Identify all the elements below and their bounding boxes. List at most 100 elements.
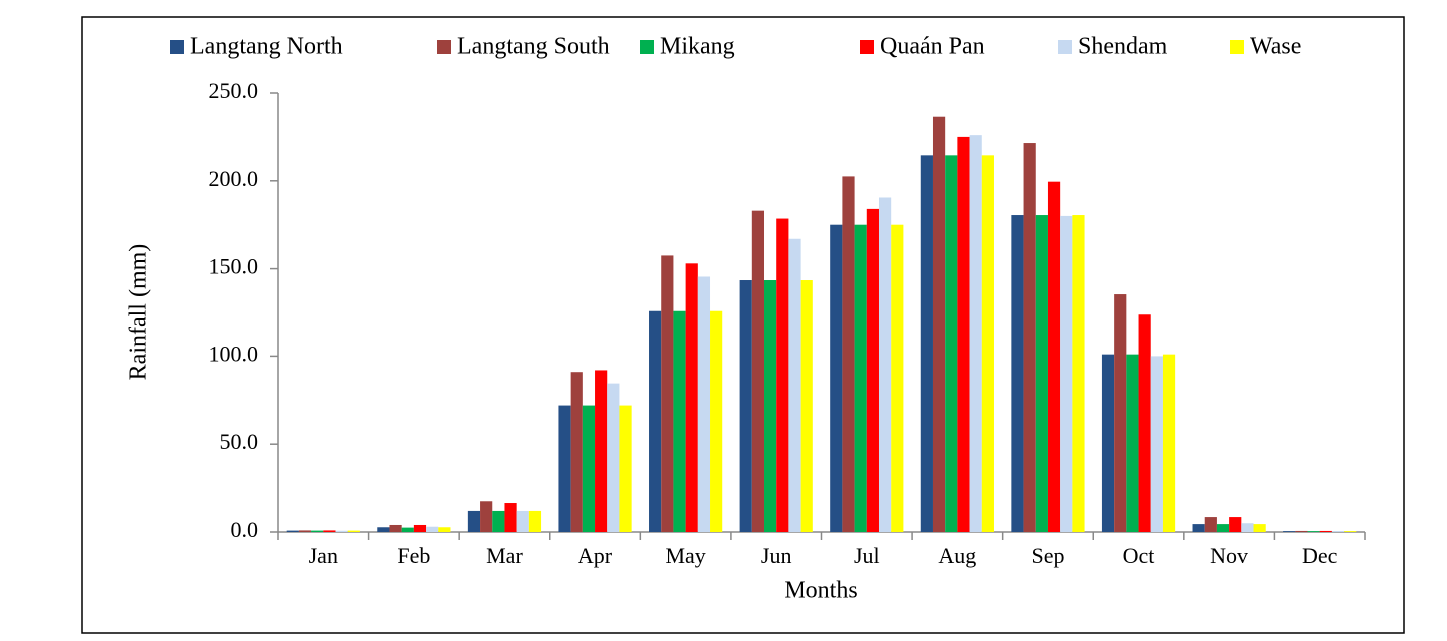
bar — [323, 530, 336, 532]
legend-swatch — [170, 40, 184, 54]
bar — [492, 510, 505, 532]
legend-label: Langtang South — [457, 34, 610, 60]
x-tick-label: Aug — [938, 543, 976, 568]
bar — [1295, 530, 1308, 532]
bar — [878, 197, 892, 532]
bar — [335, 530, 348, 532]
y-tick-label: 200.0 — [209, 166, 259, 191]
bar — [1138, 314, 1151, 532]
bar — [661, 255, 674, 532]
x-tick-label: Nov — [1210, 543, 1248, 568]
bar — [697, 276, 711, 532]
bar — [776, 218, 789, 532]
y-axis-label: Rainfall (mm) — [126, 244, 152, 381]
x-axis-label: Months — [784, 578, 857, 604]
bar — [286, 530, 299, 532]
x-tick-label: Mar — [486, 543, 523, 568]
bar — [1253, 524, 1266, 532]
bar — [377, 527, 390, 532]
bar — [945, 155, 958, 532]
bar — [595, 370, 608, 532]
bar — [1011, 215, 1024, 533]
bar — [1307, 531, 1320, 532]
bar — [516, 510, 529, 532]
bar — [467, 510, 481, 532]
bar — [1072, 215, 1085, 533]
bar — [1101, 354, 1115, 532]
bar — [751, 210, 765, 533]
bar — [570, 372, 583, 532]
bar — [480, 501, 493, 532]
legend-label: Langtang North — [190, 34, 343, 60]
x-tick-label: Apr — [578, 543, 613, 568]
x-tick-label: Sep — [1031, 543, 1064, 568]
legend-swatch — [1058, 40, 1072, 54]
bar — [788, 238, 801, 533]
bar — [582, 405, 596, 532]
bar — [1216, 524, 1230, 532]
y-tick-label: 100.0 — [209, 341, 259, 366]
bar — [764, 280, 777, 532]
legend-swatch — [437, 40, 451, 54]
bar — [685, 263, 698, 532]
x-tick-label: Feb — [397, 543, 430, 568]
bar — [1283, 531, 1296, 532]
y-tick-label: 0.0 — [231, 517, 259, 542]
bar — [298, 530, 312, 532]
bar — [1229, 517, 1242, 532]
bar — [504, 503, 517, 532]
bar — [619, 405, 632, 532]
legend-label: Wase — [1250, 34, 1301, 60]
bar — [1162, 354, 1176, 532]
bar — [1150, 356, 1163, 532]
bar — [800, 280, 813, 532]
y-tick-label: 250.0 — [209, 78, 259, 103]
bar — [957, 136, 970, 532]
bar — [830, 224, 843, 532]
x-tick-label: Jul — [854, 543, 880, 568]
legend-label: Quaán Pan — [880, 34, 985, 60]
bar — [1331, 531, 1345, 532]
x-tick-label: Jan — [309, 543, 338, 568]
legend-label: Mikang — [660, 34, 735, 60]
bar — [739, 280, 752, 532]
bar — [920, 155, 933, 532]
bar — [607, 383, 620, 532]
bar — [1241, 523, 1254, 532]
bar — [649, 310, 662, 532]
legend-swatch — [1230, 40, 1244, 54]
bar — [673, 310, 686, 532]
bar — [1023, 143, 1036, 532]
bar — [401, 527, 414, 532]
bar — [311, 530, 324, 532]
bar — [389, 524, 402, 532]
bar — [710, 310, 723, 532]
legend-swatch — [860, 40, 874, 54]
bar — [438, 527, 451, 532]
bar — [1126, 354, 1139, 532]
y-tick-label: 50.0 — [220, 429, 259, 454]
x-tick-label: May — [665, 543, 705, 568]
bar — [1114, 294, 1127, 532]
bar — [1035, 215, 1048, 533]
bar — [1204, 517, 1217, 532]
x-tick-label: Dec — [1302, 543, 1338, 568]
bar — [1344, 531, 1357, 532]
y-tick-label: 150.0 — [209, 254, 259, 279]
x-tick-label: Oct — [1123, 543, 1155, 568]
bar — [969, 135, 982, 533]
bar — [981, 155, 994, 532]
bar — [528, 510, 542, 532]
bar — [1319, 530, 1332, 532]
bar — [347, 530, 360, 532]
bar — [426, 526, 439, 532]
legend-label: Shendam — [1078, 34, 1168, 60]
bar — [842, 176, 855, 532]
bar — [854, 224, 867, 532]
bar — [1047, 181, 1061, 533]
bar — [891, 224, 904, 532]
bar — [866, 208, 879, 532]
bar — [413, 524, 427, 532]
x-tick-label: Jun — [761, 543, 792, 568]
